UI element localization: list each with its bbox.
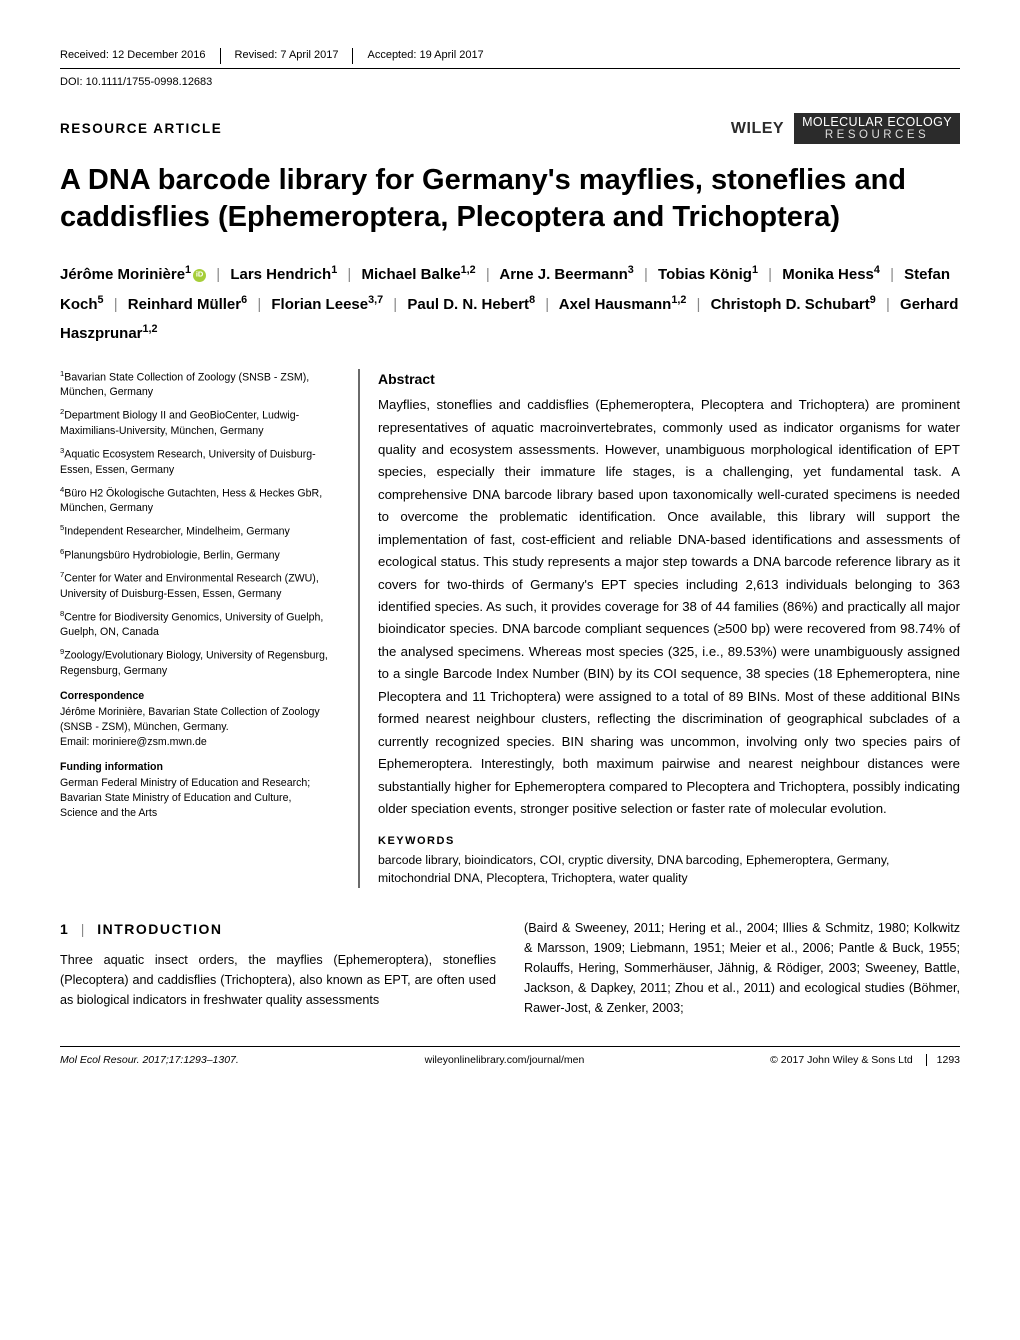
footer-citation: Mol Ecol Resour. 2017;17:1293–1307.	[60, 1053, 239, 1068]
affiliation: 3Aquatic Ecosystem Research, University …	[60, 446, 330, 478]
author-separator-icon: |	[545, 296, 549, 313]
affil-abstract-row: 1Bavarian State Collection of Zoology (S…	[60, 369, 960, 888]
author: Tobias König1	[658, 266, 758, 283]
author-separator-icon: |	[257, 296, 261, 313]
author-separator-icon: |	[890, 266, 894, 283]
header-row: RESOURCE ARTICLE WILEY MOLECULAR ECOLOGY…	[60, 113, 960, 144]
section-title: INTRODUCTION	[97, 921, 222, 937]
footer-copyright: © 2017 John Wiley & Sons Ltd	[770, 1054, 913, 1066]
author: Axel Hausmann1,2	[559, 296, 687, 313]
journal-badge: MOLECULAR ECOLOGY RESOURCES	[794, 113, 960, 144]
affiliation: 9Zoology/Evolutionary Biology, Universit…	[60, 647, 330, 679]
author-separator-icon: |	[216, 266, 220, 283]
article-title: A DNA barcode library for Germany's mayf…	[60, 162, 960, 236]
author-separator-icon: |	[886, 296, 890, 313]
funding-head: Funding information	[60, 760, 330, 775]
publisher-name: WILEY	[731, 117, 784, 140]
intro-col-left: 1 | INTRODUCTION Three aquatic insect or…	[60, 918, 496, 1019]
footer-right: © 2017 John Wiley & Sons Ltd 1293	[770, 1053, 960, 1068]
correspondence-body: Jérôme Morinière, Bavarian State Collect…	[60, 705, 330, 735]
section-number: 1	[60, 921, 69, 937]
correspondence-email: Email: moriniere@zsm.mwn.de	[60, 735, 330, 750]
author-separator-icon: |	[114, 296, 118, 313]
author-separator-icon: |	[393, 296, 397, 313]
author: Lars Hendrich1	[230, 266, 337, 283]
correspondence-head: Correspondence	[60, 689, 330, 704]
abstract-head: Abstract	[378, 369, 960, 389]
affiliation: 2Department Biology II and GeoBioCenter,…	[60, 407, 330, 439]
affiliation: 8Centre for Biodiversity Genomics, Unive…	[60, 609, 330, 641]
funding-body: German Federal Ministry of Education and…	[60, 776, 330, 821]
publisher-block: WILEY MOLECULAR ECOLOGY RESOURCES	[731, 113, 960, 144]
footer-page-number: 1293	[926, 1054, 960, 1066]
intro-row: 1 | INTRODUCTION Three aquatic insect or…	[60, 918, 960, 1019]
affiliations-list: 1Bavarian State Collection of Zoology (S…	[60, 369, 330, 679]
section-divider-icon: |	[81, 921, 86, 937]
author-separator-icon: |	[486, 266, 490, 283]
footer-url: wileyonlinelibrary.com/journal/men	[425, 1053, 585, 1068]
author: Christoph D. Schubart9	[711, 296, 876, 313]
intro-text-left: Three aquatic insect orders, the mayflie…	[60, 950, 496, 1010]
doi: DOI: 10.1111/1755-0998.12683	[60, 75, 960, 91]
author-separator-icon: |	[347, 266, 351, 283]
author: Arne J. Beermann3	[499, 266, 633, 283]
affiliation: 6Planungsbüro Hydrobiologie, Berlin, Ger…	[60, 547, 330, 564]
submission-dates: Received: 12 December 2016 Revised: 7 Ap…	[60, 48, 960, 69]
author: Reinhard Müller6	[128, 296, 247, 313]
section-heading: 1 | INTRODUCTION	[60, 918, 496, 940]
orcid-icon	[193, 269, 206, 282]
author-list: Jérôme Morinière1 | Lars Hendrich1 | Mic…	[60, 260, 960, 349]
author: Jérôme Morinière1	[60, 266, 206, 283]
abstract-body: Mayflies, stoneflies and caddisflies (Ep…	[378, 394, 960, 820]
affiliation: 7Center for Water and Environmental Rese…	[60, 570, 330, 602]
article-type: RESOURCE ARTICLE	[60, 119, 222, 139]
author: Paul D. N. Hebert8	[407, 296, 535, 313]
author: Florian Leese3,7	[271, 296, 383, 313]
affiliation: 1Bavarian State Collection of Zoology (S…	[60, 369, 330, 401]
intro-col-right: (Baird & Sweeney, 2011; Hering et al., 2…	[524, 918, 960, 1019]
author-separator-icon: |	[768, 266, 772, 283]
keywords-head: KEYWORDS	[378, 834, 960, 850]
author: Monika Hess4	[782, 266, 880, 283]
accepted-date: Accepted: 19 April 2017	[353, 48, 497, 64]
journal-name-line2: RESOURCES	[802, 129, 952, 141]
keywords-body: barcode library, bioindicators, COI, cry…	[378, 852, 960, 887]
affiliation: 5Independent Researcher, Mindelheim, Ger…	[60, 523, 330, 540]
received-date: Received: 12 December 2016	[60, 48, 221, 64]
author-separator-icon: |	[697, 296, 701, 313]
intro-text-right: (Baird & Sweeney, 2011; Hering et al., 2…	[524, 918, 960, 1019]
affiliation: 4Büro H2 Ökologische Gutachten, Hess & H…	[60, 485, 330, 517]
abstract-column: Abstract Mayflies, stoneflies and caddis…	[358, 369, 960, 888]
affiliations-column: 1Bavarian State Collection of Zoology (S…	[60, 369, 330, 888]
revised-date: Revised: 7 April 2017	[221, 48, 354, 64]
author-separator-icon: |	[644, 266, 648, 283]
author: Michael Balke1,2	[361, 266, 475, 283]
page-footer: Mol Ecol Resour. 2017;17:1293–1307. wile…	[60, 1046, 960, 1068]
journal-name-line1: MOLECULAR ECOLOGY	[802, 116, 952, 129]
